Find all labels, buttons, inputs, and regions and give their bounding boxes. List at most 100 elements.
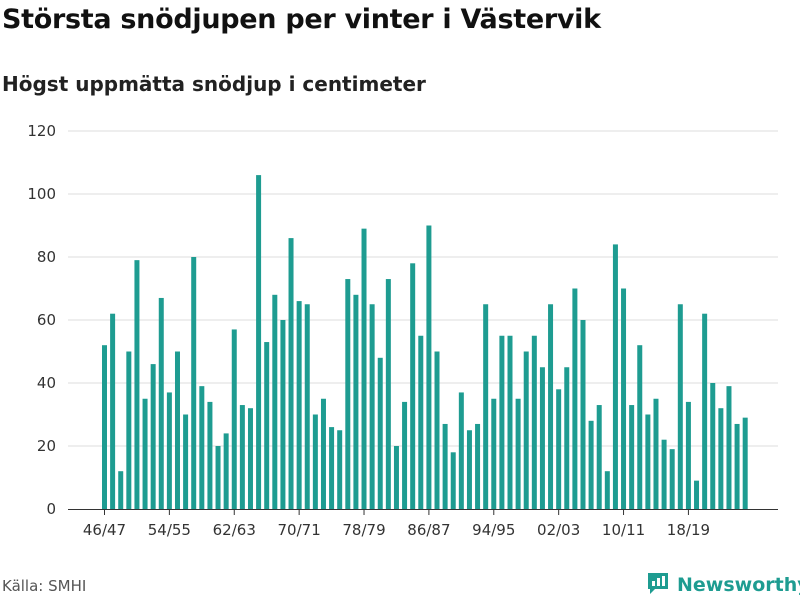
chart-title: Största snödjupen per vinter i Västervik (2, 4, 601, 35)
bar: 94/95: 35 (491, 398, 497, 509)
chart-subtitle: Högst uppmätta snödjup i centimeter (2, 72, 426, 96)
x-tick-label: 18/19 (667, 521, 710, 539)
bar: 05/06: 60 (580, 320, 586, 509)
y-tick-label: 0 (46, 500, 56, 518)
x-axis: 46/47 54/55 62/63 70/71 78/79 86/87 94/95 02/03… (68, 509, 778, 539)
bar: 20/21: 62 (702, 313, 708, 509)
bar: 06/07: 28 (588, 420, 594, 509)
bar: 18/19: 34 (685, 401, 691, 509)
bar: 25/26: 29 (742, 417, 748, 509)
y-tick-label: 100 (27, 185, 56, 203)
y-tick-label: 40 (37, 374, 56, 392)
bar: 12/13: 52 (637, 345, 643, 509)
bar: 68/69: 60 (280, 320, 286, 509)
bar: 71/72: 65 (304, 304, 310, 509)
bar: 66/67: 53 (264, 342, 270, 509)
newsworthy-logo-icon (645, 570, 671, 600)
y-tick-label: 120 (27, 122, 56, 140)
bar: 46/47: 52 (102, 345, 107, 509)
bar: 77/78: 68 (353, 294, 359, 509)
bar: 51/52: 35 (142, 398, 148, 509)
bar: 85/86: 55 (418, 335, 424, 509)
bar: 82/83: 20 (393, 446, 399, 509)
x-tick-label: 54/55 (148, 521, 191, 539)
bar: 83/84: 34 (402, 401, 408, 509)
bar: 57/58: 80 (191, 257, 197, 509)
bar: 91/92: 25 (466, 430, 472, 509)
brand-name: Newsworthy (677, 574, 800, 596)
bar: 15/16: 22 (661, 439, 667, 509)
bar: 97/98: 35 (515, 398, 521, 509)
bar: 24/25: 27 (734, 423, 740, 509)
bar: 21/22: 40 (710, 383, 716, 509)
bar: 50/51: 79 (134, 260, 140, 509)
bar: 88/89: 27 (442, 423, 448, 509)
bar: 09/10: 84 (612, 244, 618, 509)
bar: 87/88: 50 (434, 351, 440, 509)
bar: 22/23: 32 (718, 408, 724, 509)
bar: 08/09: 12 (604, 471, 610, 509)
bar: 67/68: 68 (272, 294, 278, 509)
bars: 46/47: 5247/48: 6248/49: 1249/50: 5050/5… (102, 175, 748, 509)
bar: 99/00: 55 (531, 335, 537, 509)
x-tick-label: 02/03 (537, 521, 580, 539)
bar: 00/01: 45 (539, 367, 545, 509)
bar: 81/82: 73 (385, 279, 391, 509)
x-tick-label: 94/95 (472, 521, 515, 539)
bar: 16/17: 19 (669, 449, 675, 509)
bar: 80/81: 48 (377, 357, 383, 509)
bar: 07/08: 33 (596, 405, 602, 509)
bar: 90/91: 37 (458, 392, 464, 509)
bar: 58/59: 39 (199, 386, 205, 509)
bar: 60/61: 20 (215, 446, 221, 509)
bar: 48/49: 12 (118, 471, 124, 509)
bar: 69/70: 86 (288, 238, 294, 509)
bar: 01/02: 65 (548, 304, 554, 509)
bar: 23/24: 39 (726, 386, 732, 509)
bar: 84/85: 78 (410, 263, 416, 509)
x-tick-label: 62/63 (213, 521, 256, 539)
bar: 02/03: 38 (556, 389, 562, 509)
bar: 70/71: 66 (296, 301, 302, 509)
x-tick-label: 46/47 (83, 521, 126, 539)
bar: 92/93: 27 (475, 423, 481, 509)
bar: 04/05: 70 (572, 288, 578, 509)
bar: 53/54: 67 (158, 297, 164, 509)
y-tick-label: 80 (37, 248, 56, 266)
bar: 74/75: 26 (329, 427, 335, 509)
bar: 76/77: 73 (345, 279, 351, 509)
bar: 59/60: 34 (207, 401, 213, 509)
bar: 14/15: 35 (653, 398, 659, 509)
bar: 93/94: 65 (483, 304, 489, 509)
bar: 17/18: 65 (677, 304, 683, 509)
bar: 49/50: 50 (126, 351, 132, 509)
bar: 78/79: 89 (361, 228, 367, 509)
y-axis-ticks: 0 20 40 60 80 100 120 (27, 122, 56, 518)
x-tick-label: 78/79 (342, 521, 385, 539)
y-tick-label: 60 (37, 311, 56, 329)
bar: 64/65: 32 (247, 408, 253, 509)
bar: 73/74: 35 (320, 398, 326, 509)
bar: 11/12: 33 (629, 405, 635, 509)
bar: 62/63: 57 (231, 329, 237, 509)
bar: 96/97: 55 (507, 335, 513, 509)
bar: 61/62: 24 (223, 433, 229, 509)
bar: 54/55: 37 (166, 392, 172, 509)
bar: 98/99: 50 (523, 351, 529, 509)
bar: 52/53: 46 (150, 364, 156, 509)
bar: 72/73: 30 (312, 414, 318, 509)
brand-logo[interactable]: Newsworthy (645, 570, 800, 600)
bar: 47/48: 62 (110, 313, 116, 509)
y-tick-label: 20 (37, 437, 56, 455)
bar: 95/96: 55 (499, 335, 505, 509)
bar: 55/56: 50 (174, 351, 180, 509)
bar: 03/04: 45 (564, 367, 570, 509)
bar: 63/64: 33 (239, 405, 245, 509)
bar: 75/76: 25 (337, 430, 343, 509)
bar: 89/90: 18 (450, 452, 456, 509)
bar: 10/11: 70 (621, 288, 627, 509)
bar: 13/14: 30 (645, 414, 651, 509)
x-tick-label: 10/11 (602, 521, 645, 539)
x-tick-label: 70/71 (278, 521, 321, 539)
